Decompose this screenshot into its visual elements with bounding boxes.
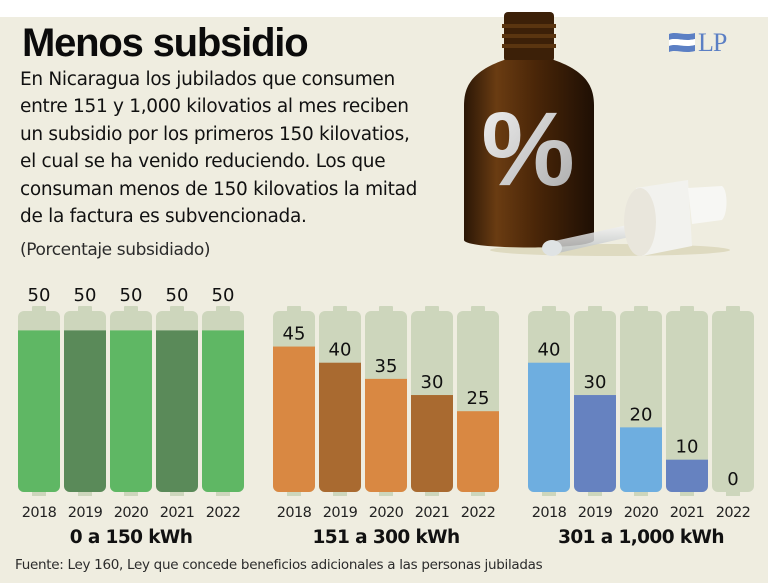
x-tick-label: 2021 xyxy=(670,505,705,521)
bar-301-a-1-000-kWh-2019 xyxy=(574,395,616,492)
data-label: 30 xyxy=(421,372,444,393)
group-label: 0 a 150 kWh xyxy=(70,527,193,548)
battery-top-nub xyxy=(78,306,92,312)
battery-top-nub xyxy=(124,306,138,312)
battery-bottom-nub xyxy=(425,491,439,496)
x-tick-label: 2020 xyxy=(369,505,404,521)
group-label: 151 a 300 kWh xyxy=(312,527,459,548)
data-label: 45 xyxy=(283,324,306,345)
bar-151-a-300-kWh-2021 xyxy=(411,395,453,492)
battery-bottom-nub xyxy=(471,491,485,496)
battery-top-nub xyxy=(379,306,393,312)
data-label: 40 xyxy=(329,340,352,361)
bar-0-a-150-kWh-2019 xyxy=(64,330,106,492)
battery-top-nub xyxy=(333,306,347,312)
units-note: (Porcentaje subsidiado) xyxy=(20,240,211,260)
x-tick-label: 2020 xyxy=(114,505,149,521)
battery-bottom-nub xyxy=(379,491,393,496)
bar-0-a-150-kWh-2018 xyxy=(18,330,60,492)
x-tick-label: 2019 xyxy=(323,505,358,521)
data-label: 10 xyxy=(676,437,699,458)
battery-bottom-nub xyxy=(680,491,694,496)
group-label: 301 a 1,000 kWh xyxy=(558,527,724,548)
battery-top-nub xyxy=(634,306,648,312)
data-label: 30 xyxy=(584,372,607,393)
bar-0-a-150-kWh-2022 xyxy=(202,330,244,492)
battery-bottom-nub xyxy=(32,491,46,496)
battery-top-nub xyxy=(216,306,230,312)
x-tick-label: 2019 xyxy=(68,505,103,521)
source-note: Fuente: Ley 160, Ley que concede benefic… xyxy=(15,557,543,573)
battery-top-nub xyxy=(471,306,485,312)
battery-top-nub xyxy=(32,306,46,312)
bar-151-a-300-kWh-2020 xyxy=(365,378,407,492)
bar-301-a-1-000-kWh-2020 xyxy=(620,427,662,492)
battery-top-nub xyxy=(287,306,301,312)
battery-top-nub xyxy=(542,306,556,312)
battery-bottom-nub xyxy=(588,491,602,496)
brand-logo: LP xyxy=(668,28,738,57)
battery-body xyxy=(666,311,708,492)
data-label: 50 xyxy=(28,285,51,306)
bar-0-a-150-kWh-2021 xyxy=(156,330,198,492)
battery-bottom-nub xyxy=(124,491,138,496)
data-label: 20 xyxy=(630,404,653,425)
battery-bottom-nub xyxy=(216,491,230,496)
battery-bottom-nub xyxy=(634,491,648,496)
data-label: 50 xyxy=(120,285,143,306)
x-tick-label: 2018 xyxy=(277,505,312,521)
page-title: Menos subsidio xyxy=(22,21,309,65)
data-label: 50 xyxy=(166,285,189,306)
percent-symbol: % xyxy=(481,91,574,208)
battery-top-nub xyxy=(170,306,184,312)
battery-top-nub xyxy=(680,306,694,312)
x-tick-label: 2018 xyxy=(22,505,57,521)
data-label: 50 xyxy=(212,285,235,306)
x-tick-label: 2022 xyxy=(206,505,241,521)
x-tick-label: 2019 xyxy=(578,505,613,521)
flag-icon xyxy=(669,33,695,52)
battery-top-nub xyxy=(588,306,602,312)
bar-151-a-300-kWh-2022 xyxy=(457,411,499,492)
battery-bottom-nub xyxy=(287,491,301,496)
data-label: 35 xyxy=(375,356,398,377)
x-tick-label: 2020 xyxy=(624,505,659,521)
x-tick-label: 2022 xyxy=(716,505,751,521)
x-tick-label: 2021 xyxy=(160,505,195,521)
data-label: 25 xyxy=(467,388,490,409)
battery-top-nub xyxy=(726,306,740,312)
description: En Nicaragua los jubilados que consumen … xyxy=(20,69,418,228)
bar-301-a-1-000-kWh-2018 xyxy=(528,362,570,492)
battery-bottom-nub xyxy=(170,491,184,496)
bar-301-a-1-000-kWh-2021 xyxy=(666,459,708,492)
x-tick-label: 2018 xyxy=(532,505,567,521)
bar-151-a-300-kWh-2019 xyxy=(319,362,361,492)
percent-bottle-icon: % xyxy=(464,12,730,256)
logo-text: LP xyxy=(698,28,727,57)
battery-top-nub xyxy=(425,306,439,312)
data-label: 0 xyxy=(727,469,738,490)
battery-body xyxy=(712,311,754,492)
data-label: 40 xyxy=(538,340,561,361)
battery-bottom-nub xyxy=(726,491,740,496)
battery-bottom-nub xyxy=(78,491,92,496)
bar-151-a-300-kWh-2018 xyxy=(273,346,315,492)
data-label: 50 xyxy=(74,285,97,306)
x-tick-label: 2022 xyxy=(461,505,496,521)
battery-bottom-nub xyxy=(333,491,347,496)
x-tick-label: 2021 xyxy=(415,505,450,521)
battery-bottom-nub xyxy=(542,491,556,496)
bar-0-a-150-kWh-2020 xyxy=(110,330,152,492)
